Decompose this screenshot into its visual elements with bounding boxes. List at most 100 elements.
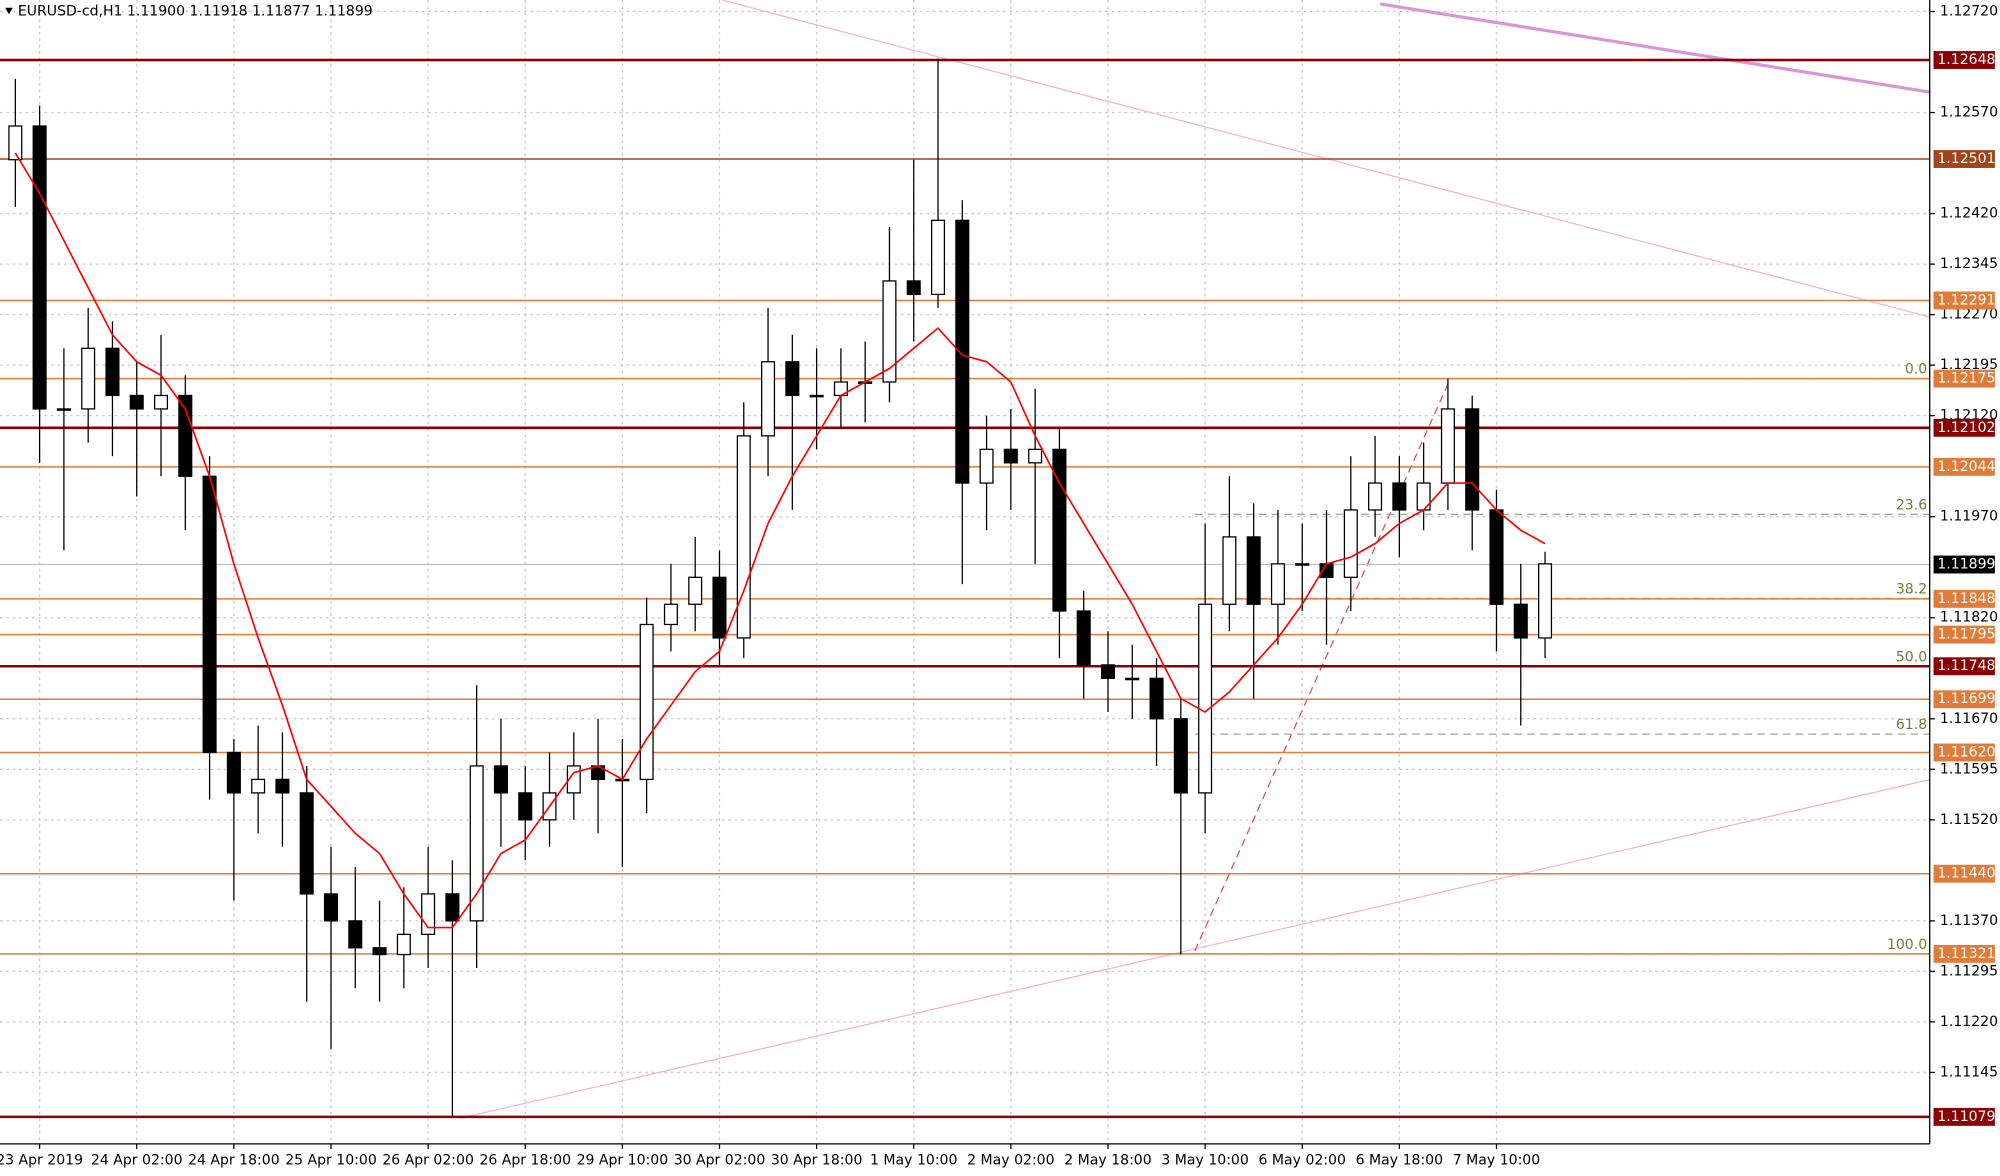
candle-body [1028, 448, 1043, 464]
fib-label: 50.0 [1896, 649, 1927, 665]
candle-body [1343, 509, 1358, 578]
y-tick-label: 1.12420 [1940, 206, 1998, 222]
candle-body [688, 576, 703, 605]
level-label: 1.12501 [1937, 151, 1995, 167]
candle-body [372, 947, 387, 956]
candle-body [1246, 536, 1261, 605]
level-tag [1933, 369, 1995, 388]
candle-body [299, 792, 314, 895]
candle-body [81, 347, 96, 410]
x-tick-label: 6 May 02:00 [1259, 1152, 1346, 1168]
y-tick-label: 1.11670 [1940, 711, 1998, 727]
x-tick-label: 3 May 10:00 [1161, 1152, 1248, 1168]
candle-body [1513, 603, 1528, 639]
candle-body [1295, 563, 1310, 566]
level-tag [1933, 625, 1995, 644]
candle-body [785, 361, 800, 397]
candle-body [1003, 448, 1018, 464]
level-label: 1.12175 [1937, 371, 1995, 387]
candle-body [1076, 610, 1091, 666]
candle-body [1149, 677, 1164, 720]
candle-body [275, 778, 290, 794]
candle-body [1368, 482, 1383, 511]
candle-body [445, 893, 460, 922]
x-tick-label: 30 Apr 02:00 [674, 1152, 766, 1168]
level-label: 1.11620 [1937, 744, 1995, 760]
candle-body [882, 280, 897, 383]
x-tick-label: 24 Apr 02:00 [91, 1152, 183, 1168]
y-tick-label: 1.11520 [1940, 812, 1998, 828]
candle-body [663, 603, 678, 626]
trend-line [1379, 2, 1930, 94]
candle-body [566, 765, 581, 794]
y-tick-label: 1.11145 [1940, 1064, 1998, 1080]
chart-title: EURUSD-cd,H1 1.11900 1.11918 1.11877 1.1… [18, 4, 373, 20]
level-label: 1.12291 [1937, 292, 1995, 308]
candle-body [1198, 603, 1213, 794]
title-marker [5, 7, 13, 15]
candle-body [712, 576, 727, 639]
bid-label: 1.11899 [1937, 557, 1995, 573]
candle-body [955, 219, 970, 484]
candle-body [105, 347, 120, 397]
candle-body [1222, 536, 1237, 605]
level-tag [1933, 51, 1995, 69]
level-tag [1933, 657, 1995, 676]
candle-body [469, 765, 484, 922]
x-tick-label: 7 May 10:00 [1453, 1152, 1540, 1168]
candle-body [736, 435, 751, 639]
candle-body [1392, 482, 1407, 511]
level-label: 1.11321 [1937, 946, 1995, 962]
candle-body [226, 751, 241, 794]
level-label: 1.11748 [1937, 658, 1995, 674]
moving-average [14, 152, 1546, 929]
candle-body [518, 792, 533, 821]
candle-body [1100, 664, 1116, 680]
candle-body [1270, 563, 1285, 605]
candle-body [202, 475, 217, 754]
x-tick-label: 2 May 02:00 [967, 1152, 1054, 1168]
y-tick-label: 1.11295 [1940, 963, 1998, 979]
level-label: 1.12044 [1937, 459, 1995, 475]
candle-body [129, 394, 144, 410]
y-tick-label: 1.12720 [1940, 4, 1998, 20]
candle-body [1538, 563, 1553, 639]
fib-label: 0.0 [1905, 362, 1927, 378]
candle-body [56, 408, 71, 411]
candle-body [348, 920, 363, 949]
y-tick-label: 1.11220 [1940, 1014, 1998, 1030]
level-tag [1933, 150, 1995, 168]
level-tag [1933, 457, 1995, 476]
fib-label: 61.8 [1896, 717, 1927, 733]
candle-body [493, 765, 508, 794]
x-tick-label: 29 Apr 10:00 [577, 1152, 669, 1168]
level-tag [1933, 944, 1995, 963]
level-tag [1933, 864, 1995, 883]
candle-body [396, 933, 411, 956]
level-tag [1933, 291, 1995, 310]
x-tick-label: 2 May 18:00 [1064, 1152, 1151, 1168]
candle-body [1125, 677, 1140, 681]
x-tick-label: 26 Apr 18:00 [479, 1152, 571, 1168]
level-tag [1933, 743, 1995, 762]
bid-tag [1933, 555, 1995, 574]
level-tag [1933, 589, 1995, 608]
level-label: 1.12102 [1937, 420, 1995, 436]
y-tick-label: 1.11820 [1940, 610, 1998, 626]
candle-body [906, 280, 921, 296]
candle-body [761, 361, 776, 437]
levels: 0.0 23.6 38.2 50.0 61.8 100.0 [0, 58, 1930, 1119]
candle-body [979, 448, 994, 484]
x-tick-label: 1 May 10:00 [870, 1152, 957, 1168]
x-tick-label: 30 Apr 18:00 [771, 1152, 863, 1168]
x-tick-label: 24 Apr 18:00 [188, 1152, 280, 1168]
y-tick-label: 1.12270 [1940, 307, 1998, 323]
fib-label: 23.6 [1896, 497, 1927, 513]
labels: 1.12720 1.12570 1.12420 1.12345 1.12270 1.121… [0, 4, 1998, 1169]
candle-body [8, 125, 23, 161]
candle-body [809, 394, 824, 398]
candle-body [1440, 408, 1455, 484]
y-tick-label: 1.12570 [1940, 105, 1998, 121]
